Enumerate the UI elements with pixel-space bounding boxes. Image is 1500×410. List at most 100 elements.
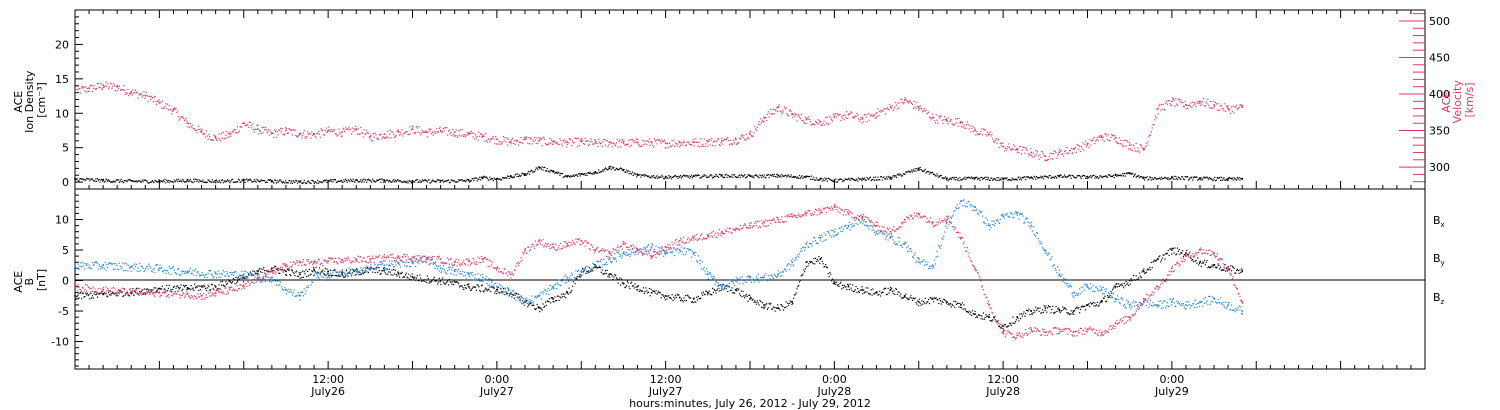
bx-series-sample: [749, 294, 751, 296]
velocity-series-sample: [823, 120, 825, 122]
density-series-point: [74, 177, 76, 180]
density-series-sample: [466, 178, 468, 180]
bx-series-sample: [1223, 269, 1225, 271]
by-series-point: [861, 218, 864, 221]
velocity-series-sample: [885, 113, 887, 115]
velocity-series-sample: [208, 133, 210, 136]
density-series-sample: [453, 180, 455, 182]
density-series-sample: [818, 179, 820, 182]
bx-series-sample: [1237, 270, 1239, 272]
density-series-sample: [912, 169, 915, 171]
density-series-sample: [274, 179, 277, 182]
density-series-sample: [971, 176, 973, 178]
density-series-sample: [450, 179, 452, 181]
density-series-sample: [868, 177, 871, 179]
bx-series-sample: [259, 271, 261, 273]
velocity-series-sample: [750, 130, 752, 132]
density-series-sample: [741, 174, 743, 177]
density-series-sample: [1135, 176, 1137, 178]
bx-series-sample: [601, 269, 603, 271]
velocity-series-sample: [96, 87, 98, 90]
bx-series-sample: [1141, 271, 1143, 273]
velocity-series-sample: [1233, 112, 1235, 114]
bx-series-sample: [979, 315, 981, 317]
density-series-sample: [969, 177, 971, 179]
velocity-series-sample: [1132, 150, 1134, 152]
density-series-sample: [693, 175, 695, 177]
density-series-sample: [195, 178, 197, 181]
density-series-sample: [734, 176, 737, 178]
velocity-series-sample: [1090, 144, 1092, 146]
velocity-series-sample: [253, 131, 256, 133]
by-series-sample: [345, 273, 347, 275]
density-series-sample: [973, 178, 975, 180]
bx-series-sample: [864, 291, 866, 293]
bx-series-sample: [172, 288, 174, 290]
density-series-sample: [1102, 176, 1104, 178]
density-series-sample: [323, 180, 325, 182]
bx-series-sample: [197, 285, 199, 287]
density-series-sample: [166, 181, 169, 183]
density-series-sample: [1053, 177, 1055, 179]
density-series-sample: [634, 173, 636, 175]
by-series-sample: [250, 273, 252, 276]
density-series-sample: [1120, 174, 1122, 176]
velocity-series-sample: [1217, 103, 1219, 105]
density-series-sample: [815, 177, 818, 179]
by-series-sample: [271, 276, 273, 278]
density-series-point: [214, 179, 217, 182]
bx-series-sample: [1161, 257, 1163, 259]
bx-series-sample: [912, 299, 914, 301]
bx-series-sample: [525, 300, 527, 303]
velocity-series-sample: [307, 133, 310, 136]
bx-series-sample: [862, 293, 864, 295]
velocity-series-sample: [874, 117, 877, 119]
density-series-sample: [982, 178, 984, 180]
density-series-sample: [496, 179, 498, 181]
velocity-series-sample: [670, 146, 672, 148]
density-series-sample: [350, 180, 353, 182]
velocity-series-sample: [960, 122, 962, 124]
velocity-series-sample: [284, 133, 286, 135]
bx-series-sample: [447, 284, 450, 286]
density-series-sample: [269, 179, 271, 182]
velocity-series-sample: [577, 146, 579, 148]
density-series-sample: [368, 179, 370, 182]
velocity-series-sample: [327, 131, 329, 133]
bx-series-sample: [1063, 308, 1065, 310]
bx-series-sample: [486, 290, 488, 292]
bx-series-sample: [536, 303, 538, 306]
velocity-series-sample: [153, 97, 155, 99]
by-series-sample: [140, 265, 143, 267]
bx-series-sample: [969, 313, 971, 315]
bx-series-sample: [984, 316, 986, 319]
density-series-sample: [578, 173, 580, 175]
by-series-sample: [123, 263, 126, 265]
density-series-point: [1086, 175, 1089, 178]
by-series-sample: [207, 272, 209, 274]
by-series-sample: [376, 266, 378, 268]
velocity-series-sample: [716, 141, 718, 143]
density-series-sample: [782, 175, 784, 177]
bx-series-sample: [810, 261, 812, 263]
velocity-series-sample: [755, 128, 757, 130]
by-series-sample: [315, 271, 317, 273]
velocity-series-sample: [377, 138, 380, 141]
velocity-series-sample: [1154, 119, 1156, 121]
by-series-sample: [169, 268, 171, 270]
by-series-sample: [442, 265, 445, 267]
bx-series-sample: [1052, 305, 1054, 307]
bx-series-point: [1199, 261, 1201, 264]
bx-series-sample: [175, 287, 177, 289]
density-series-sample: [402, 181, 404, 184]
density-series-sample: [328, 179, 330, 182]
velocity-series-sample: [1022, 146, 1024, 148]
velocity-series-sample: [1089, 139, 1091, 141]
bx-series-sample: [426, 275, 429, 277]
velocity-series-sample: [958, 117, 960, 119]
bx-series-sample: [897, 291, 899, 293]
velocity-series-sample: [1232, 105, 1234, 107]
density-series-sample: [1002, 178, 1004, 180]
density-series-sample: [820, 178, 822, 180]
density-series-sample: [923, 170, 926, 172]
